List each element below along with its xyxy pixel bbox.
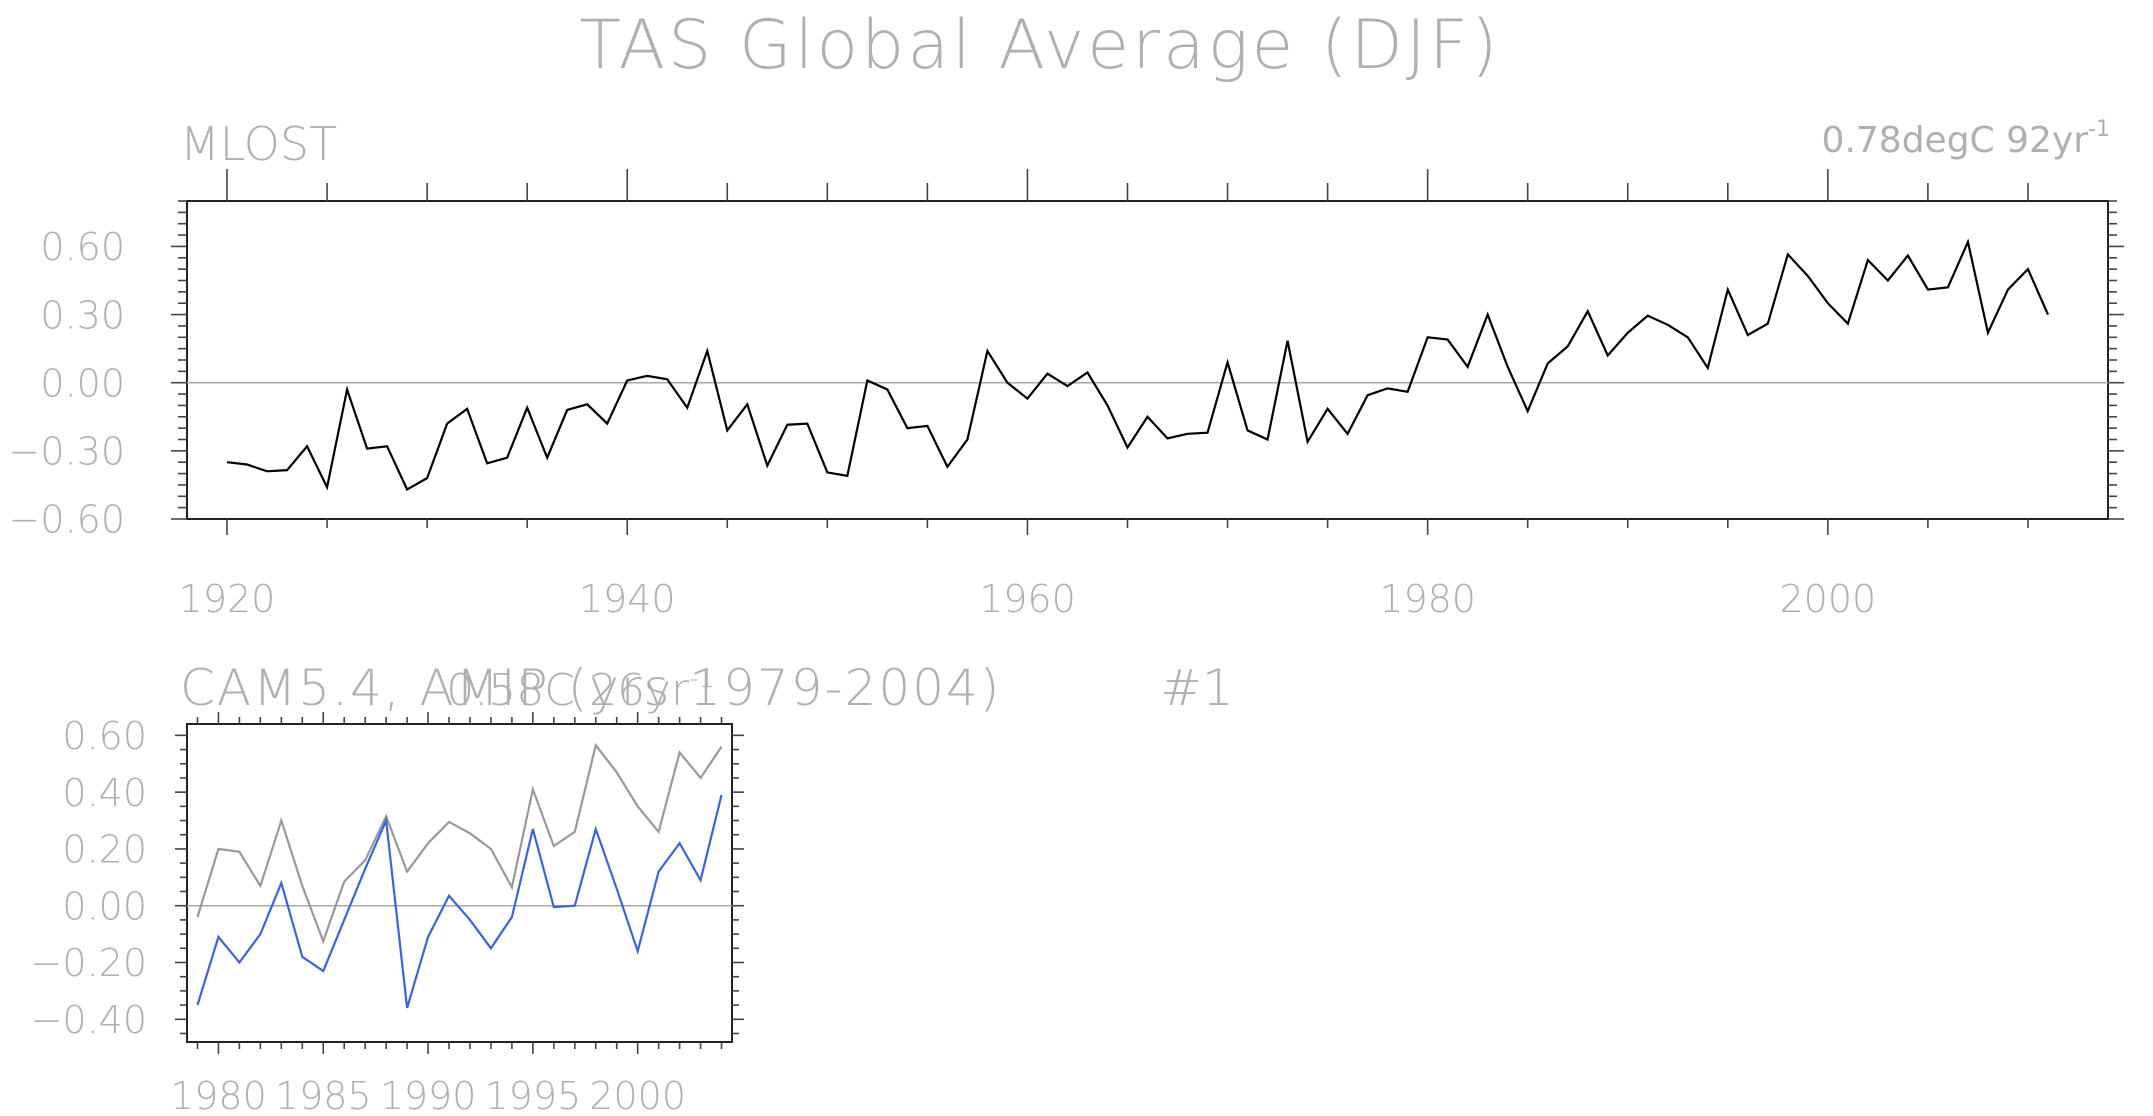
cam-trend-sup: -1 bbox=[689, 664, 715, 694]
plot-frame bbox=[186, 723, 733, 1043]
mlost-trend-label: 0.78degC 92yr-1 bbox=[1822, 117, 2110, 161]
figure-title: TAS Global Average (DJF) bbox=[579, 6, 1500, 85]
y-tick-label: 0.60 bbox=[62, 714, 147, 758]
y-tick-label: 0.00 bbox=[40, 361, 125, 405]
cam-panel-label: CAM5.4, AMIP (yrs 1979-2004) bbox=[180, 659, 1001, 717]
x-tick-label: 1940 bbox=[579, 577, 676, 621]
y-tick-label: −0.30 bbox=[9, 430, 125, 474]
cam-plot: 1980 1985 1990 1995 2000 −0.40 −0.20 0.00 0.20 0.… bbox=[31, 712, 744, 1116]
cam-trend-label: 0.58C 26yr-1 bbox=[446, 664, 715, 716]
y-tick-label: 0.30 bbox=[40, 293, 125, 337]
y-tick-label: 0.40 bbox=[62, 771, 147, 815]
x-tick-label: 2000 bbox=[1779, 577, 1876, 621]
mlost-panel-label: MLOST bbox=[180, 117, 337, 171]
y-tick-label: 0.60 bbox=[40, 225, 125, 269]
series-line-1 bbox=[196, 794, 723, 1009]
x-tick-label: 1990 bbox=[380, 1074, 477, 1116]
x-tick-label: 2000 bbox=[589, 1074, 686, 1116]
mlost-plot: 1920 1940 1960 1980 2000 −0.60 −0.30 0.00 0.30 0.… bbox=[9, 169, 2124, 621]
cam-panel: CAM5.4, AMIP (yrs 1979-2004) #1 0.58C 26… bbox=[31, 659, 1234, 1116]
cam-trend-text: 0.58C 26yr bbox=[446, 665, 690, 716]
mlost-trend-text: 0.78degC 92yr bbox=[1822, 120, 2089, 161]
x-tick-label: 1980 bbox=[170, 1074, 267, 1116]
plot-frame bbox=[186, 200, 2109, 520]
x-tick-label: 1980 bbox=[1379, 577, 1476, 621]
x-tick-label: 1920 bbox=[179, 577, 276, 621]
y-tick-label: 0.20 bbox=[62, 828, 147, 872]
y-tick-label: −0.60 bbox=[9, 498, 125, 542]
series-line-0 bbox=[196, 742, 723, 945]
y-tick-label: −0.40 bbox=[31, 998, 147, 1042]
y-tick-label: −0.20 bbox=[31, 941, 147, 985]
mlost-trend-sup: -1 bbox=[2088, 117, 2110, 142]
x-tick-label: 1995 bbox=[485, 1074, 582, 1116]
x-tick-label: 1960 bbox=[979, 577, 1076, 621]
y-tick-label: 0.00 bbox=[62, 884, 147, 928]
cam-panel-label-tail: #1 bbox=[1160, 659, 1234, 717]
series-line-0 bbox=[226, 238, 2049, 492]
x-tick-label: 1985 bbox=[275, 1074, 372, 1116]
mlost-panel: MLOST 0.78degC 92yr-1 1920 1940 1960 1980 20… bbox=[9, 117, 2124, 621]
